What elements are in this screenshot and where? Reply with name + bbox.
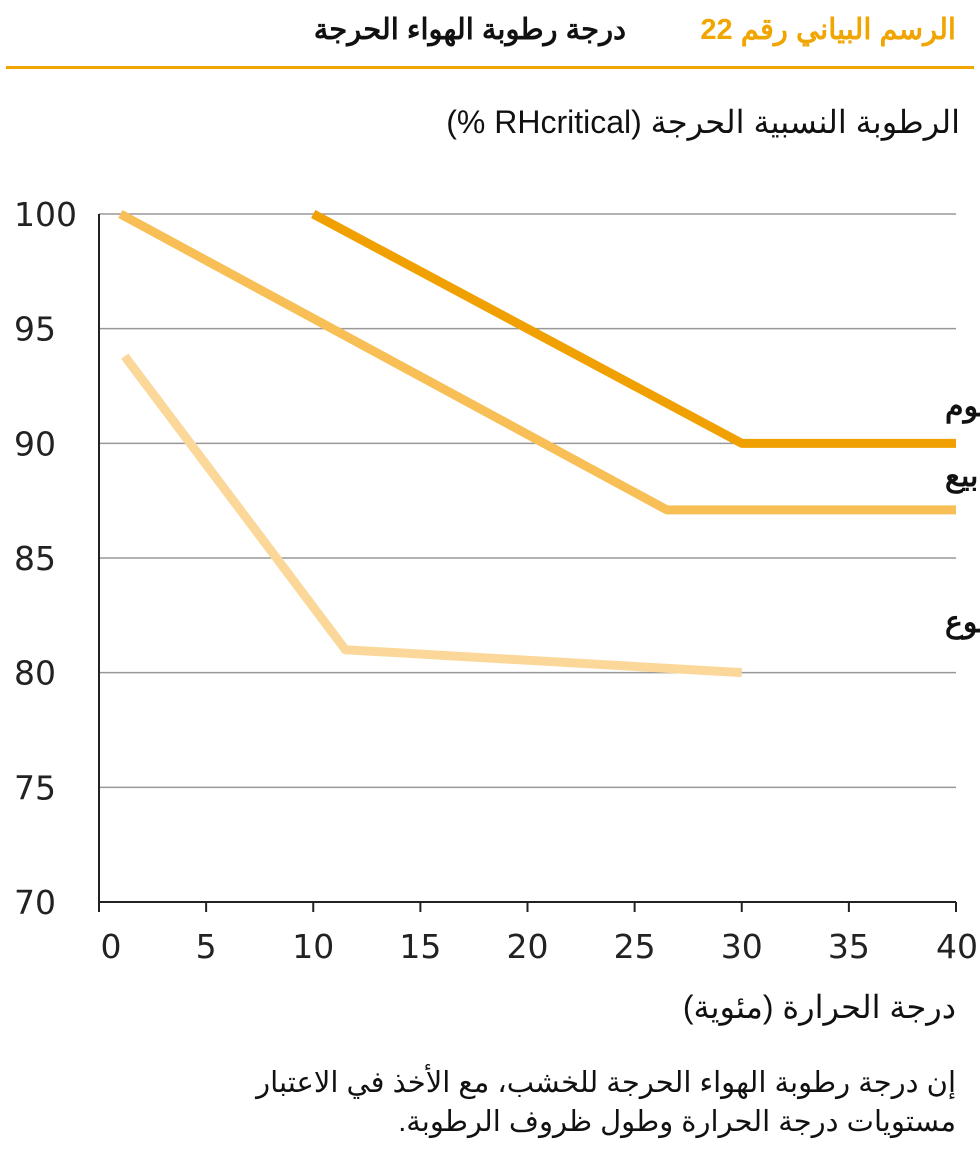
y-tick-label: 75 (14, 768, 56, 807)
x-tick-label: 40 (936, 927, 978, 966)
x-tick-label: 15 (399, 927, 441, 966)
x-axis-label: درجة الحرارة (مئوية) (682, 989, 956, 1025)
x-tick-label: 35 (828, 927, 870, 966)
y-tick-label: 85 (14, 539, 56, 578)
x-tick-label: 20 (507, 927, 549, 966)
header-rule (6, 66, 974, 69)
x-tick-label: 30 (721, 927, 763, 966)
y-tick-label: 70 (14, 883, 56, 922)
figure-caption: إن درجة رطوبة الهواء الحرجة للخشب، مع ال… (256, 1067, 956, 1138)
x-tick-label: 0 (101, 927, 122, 966)
y-tick-label: 95 (14, 310, 56, 349)
series-line-2 (118, 210, 956, 515)
series-label-2: 4 أسابيع (945, 455, 980, 494)
x-tick-label: 25 (614, 927, 656, 966)
header: الرسم البياني رقم 22 درجة رطوبة الهواء ا… (0, 0, 980, 70)
x-tick-label: 10 (292, 927, 334, 966)
series-line-1 (311, 210, 956, 448)
y-axis-label: الرطوبة النسبية الحرجة (RHcritical %) (446, 104, 960, 140)
y-tick-label: 80 (14, 654, 56, 693)
y-tick-label: 100 (14, 195, 77, 234)
series-label-1: 1 يوم (945, 390, 980, 424)
x-tick-label: 5 (196, 927, 217, 966)
y-tick-label: 90 (14, 424, 56, 463)
series-label-3: أكثر من 12 أسبوع (945, 601, 980, 640)
figure-title: درجة رطوبة الهواء الحرجة (313, 14, 626, 46)
series-line-3 (121, 353, 743, 678)
figure-label: الرسم البياني رقم 22 (700, 14, 956, 46)
